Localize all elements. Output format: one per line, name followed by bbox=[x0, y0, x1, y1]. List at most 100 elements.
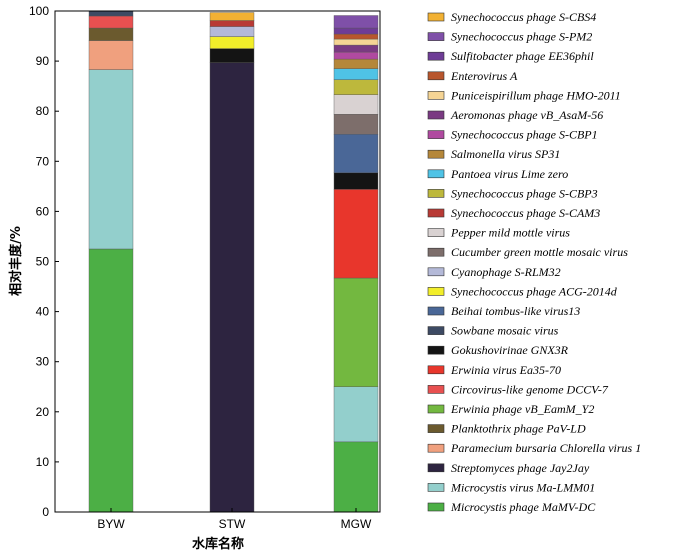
bar-segment bbox=[209, 36, 255, 49]
legend-label: Beihai tombus-like virus13 bbox=[451, 304, 580, 318]
legend-swatch bbox=[427, 502, 445, 512]
legend-label: Planktothrix phage PaV-LD bbox=[450, 422, 586, 436]
bar-segment bbox=[88, 40, 134, 70]
legend-swatch bbox=[427, 424, 445, 433]
bar-segment bbox=[88, 10, 134, 17]
legend-swatch bbox=[427, 326, 445, 335]
legend-label: Synechococcus phage S-CBP3 bbox=[451, 186, 598, 200]
legend-label: Pantoea virus Lime zero bbox=[450, 167, 568, 181]
legend-swatch bbox=[427, 443, 445, 453]
legend-label: Synechococcus phage S-CAM3 bbox=[451, 206, 600, 220]
bar-segment bbox=[333, 277, 379, 387]
y-axis-title: 相对丰度/% bbox=[8, 226, 24, 296]
legend-swatch bbox=[427, 463, 445, 473]
legend-label: Microcystis phage MaMV-DC bbox=[450, 500, 596, 514]
legend-label: Enterovirus A bbox=[450, 69, 518, 83]
legend-swatch bbox=[427, 404, 445, 414]
legend-swatch bbox=[427, 247, 445, 257]
bar-segment bbox=[88, 69, 134, 250]
legend: Synechococcus phage S-CBS4 Synechococcus … bbox=[427, 10, 641, 514]
x-tick-label: STW bbox=[219, 517, 246, 531]
legend-swatch bbox=[427, 267, 445, 277]
bar-segment bbox=[209, 20, 255, 27]
bar-segment bbox=[333, 134, 379, 174]
legend-swatch bbox=[427, 130, 445, 139]
legend-label: Salmonella virus SP31 bbox=[451, 147, 560, 161]
legend-swatch bbox=[427, 208, 445, 218]
legend-label: Paramecium bursaria Chlorella virus 1 bbox=[450, 441, 641, 455]
legend-label: Microcystis virus Ma-LMM01 bbox=[450, 480, 595, 494]
bar-segment bbox=[333, 51, 379, 60]
legend-swatch bbox=[427, 32, 445, 41]
legend-label: Streptomyces phage Jay2Jay bbox=[451, 461, 590, 475]
legend-swatch bbox=[427, 345, 445, 355]
y-tick-label: 10 bbox=[36, 455, 50, 469]
bar-segment bbox=[209, 48, 255, 63]
legend-swatch bbox=[427, 483, 445, 492]
legend-swatch bbox=[427, 228, 445, 237]
y-tick-label: 20 bbox=[36, 405, 50, 419]
bar-segment bbox=[333, 44, 379, 53]
legend-label: Erwinia phage vB_EamM_Y2 bbox=[450, 402, 594, 416]
bar-segment bbox=[333, 27, 379, 35]
plot-area bbox=[88, 10, 379, 513]
x-axis-title: 水库名称 bbox=[192, 536, 244, 552]
legend-swatch bbox=[427, 169, 445, 179]
y-tick-label: 100 bbox=[29, 4, 49, 18]
bar-segment bbox=[333, 15, 379, 29]
y-tick-label: 60 bbox=[36, 204, 50, 218]
legend-label: Puniceispirillum phage HMO-2011 bbox=[450, 88, 621, 102]
legend-label: Cucumber green mottle mosaic virus bbox=[451, 245, 628, 259]
legend-label: Synechococcus phage S-PM2 bbox=[451, 30, 592, 44]
bar-segment bbox=[88, 248, 134, 513]
y-tick-label: 30 bbox=[36, 355, 50, 369]
bar-segment bbox=[333, 189, 379, 279]
legend-label: Sowbane mosaic virus bbox=[451, 324, 559, 338]
x-tick-label: MGW bbox=[341, 517, 372, 531]
bar-segment bbox=[209, 26, 255, 37]
legend-swatch bbox=[427, 287, 445, 296]
legend-label: Aeromonas phage vB_AsaM-56 bbox=[450, 108, 603, 122]
legend-label: Synechococcus phage S-CBP1 bbox=[451, 128, 598, 142]
legend-label: Cyanophage S-RLM32 bbox=[451, 265, 561, 279]
legend-swatch bbox=[427, 189, 445, 198]
bar-segment bbox=[88, 27, 134, 41]
bar-segment bbox=[333, 386, 379, 443]
legend-swatch bbox=[427, 110, 445, 120]
legend-swatch bbox=[427, 51, 445, 61]
legend-label: Erwinia virus Ea35-70 bbox=[450, 363, 561, 377]
bar-segment bbox=[333, 94, 379, 115]
legend-label: Gokushovirinae GNX3R bbox=[451, 343, 569, 357]
legend-label: Synechococcus phage S-CBS4 bbox=[451, 10, 596, 24]
bar-segment bbox=[333, 58, 379, 69]
legend-label: Synechococcus phage ACG-2014d bbox=[451, 284, 618, 298]
bar-segment bbox=[333, 38, 379, 46]
bar-segment bbox=[333, 114, 379, 135]
legend-swatch bbox=[427, 71, 445, 81]
y-tick-label: 40 bbox=[36, 305, 50, 319]
bar-segment bbox=[88, 15, 134, 29]
axes: 0 10 20 30 40 50 60 70 80 90 100 BYW STW MGW bbox=[29, 4, 381, 531]
legend-swatch bbox=[427, 365, 445, 375]
x-tick-label: BYW bbox=[97, 517, 125, 531]
legend-label: Circovirus-like genome DCCV-7 bbox=[451, 382, 609, 396]
y-tick-label: 70 bbox=[36, 154, 50, 168]
legend-swatch bbox=[427, 306, 445, 316]
bar-segment bbox=[333, 33, 379, 40]
legend-label: Sulfitobacter phage EE36phil bbox=[451, 49, 594, 63]
legend-swatch bbox=[427, 91, 445, 100]
bar-segment bbox=[209, 62, 255, 513]
y-tick-label: 50 bbox=[36, 255, 50, 269]
bar-segment bbox=[333, 441, 379, 513]
y-tick-label: 90 bbox=[36, 54, 50, 68]
y-tick-label: 80 bbox=[36, 104, 50, 118]
bar-segment bbox=[209, 12, 255, 21]
legend-swatch bbox=[427, 385, 445, 394]
legend-swatch bbox=[427, 12, 445, 22]
bar-segment bbox=[333, 68, 379, 80]
bar-segment bbox=[333, 79, 379, 95]
bar-segment bbox=[333, 172, 379, 190]
y-tick-label: 0 bbox=[42, 505, 49, 519]
legend-label: Pepper mild mottle virus bbox=[450, 226, 570, 240]
